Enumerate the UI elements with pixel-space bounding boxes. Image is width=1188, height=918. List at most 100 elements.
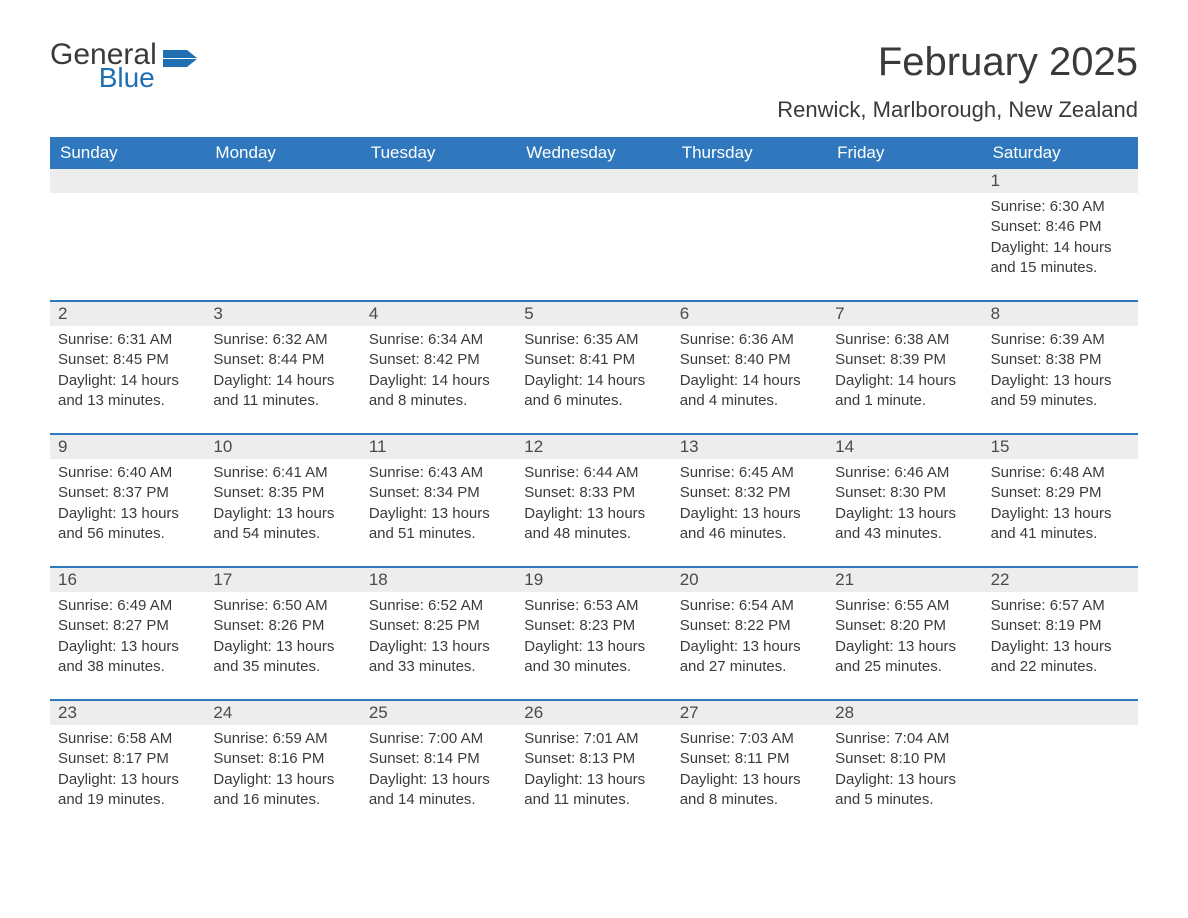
day-cell: Sunrise: 6:59 AMSunset: 8:16 PMDaylight:… — [205, 725, 360, 832]
week: 2345678Sunrise: 6:31 AMSunset: 8:45 PMDa… — [50, 300, 1138, 433]
day-number: 9 — [50, 435, 205, 459]
sunset-text: Sunset: 8:38 PM — [991, 350, 1130, 370]
day-number-row: 16171819202122 — [50, 568, 1138, 592]
daylight-text: Daylight: 13 hours and 30 minutes. — [524, 637, 663, 678]
sunset-text: Sunset: 8:23 PM — [524, 616, 663, 636]
sunset-text: Sunset: 8:30 PM — [835, 483, 974, 503]
day-cell: Sunrise: 6:39 AMSunset: 8:38 PMDaylight:… — [983, 326, 1138, 433]
day-cell: Sunrise: 7:03 AMSunset: 8:11 PMDaylight:… — [672, 725, 827, 832]
day-number: 15 — [983, 435, 1138, 459]
daylight-text: Daylight: 14 hours and 1 minute. — [835, 371, 974, 412]
sunset-text: Sunset: 8:42 PM — [369, 350, 508, 370]
sunrise-text: Sunrise: 6:54 AM — [680, 596, 819, 616]
sunrise-text: Sunrise: 6:55 AM — [835, 596, 974, 616]
day-number — [50, 169, 205, 193]
sunrise-text: Sunrise: 6:49 AM — [58, 596, 197, 616]
day-cell: Sunrise: 6:43 AMSunset: 8:34 PMDaylight:… — [361, 459, 516, 566]
day-cell: Sunrise: 6:55 AMSunset: 8:20 PMDaylight:… — [827, 592, 982, 699]
day-number — [516, 169, 671, 193]
sunrise-text: Sunrise: 6:40 AM — [58, 463, 197, 483]
day-cell: Sunrise: 6:54 AMSunset: 8:22 PMDaylight:… — [672, 592, 827, 699]
daylight-text: Daylight: 14 hours and 4 minutes. — [680, 371, 819, 412]
day-cell: Sunrise: 6:50 AMSunset: 8:26 PMDaylight:… — [205, 592, 360, 699]
week: 9101112131415Sunrise: 6:40 AMSunset: 8:3… — [50, 433, 1138, 566]
day-number: 4 — [361, 302, 516, 326]
daylight-text: Daylight: 13 hours and 27 minutes. — [680, 637, 819, 678]
daylight-text: Daylight: 13 hours and 56 minutes. — [58, 504, 197, 545]
day-number: 14 — [827, 435, 982, 459]
header-thursday: Thursday — [672, 137, 827, 169]
sunrise-text: Sunrise: 7:01 AM — [524, 729, 663, 749]
sunset-text: Sunset: 8:13 PM — [524, 749, 663, 769]
sunrise-text: Sunrise: 6:57 AM — [991, 596, 1130, 616]
day-cell: Sunrise: 6:57 AMSunset: 8:19 PMDaylight:… — [983, 592, 1138, 699]
daylight-text: Daylight: 13 hours and 11 minutes. — [524, 770, 663, 811]
day-cell: Sunrise: 6:45 AMSunset: 8:32 PMDaylight:… — [672, 459, 827, 566]
daylight-text: Daylight: 13 hours and 59 minutes. — [991, 371, 1130, 412]
sunrise-text: Sunrise: 6:38 AM — [835, 330, 974, 350]
day-cell: Sunrise: 6:34 AMSunset: 8:42 PMDaylight:… — [361, 326, 516, 433]
daylight-text: Daylight: 13 hours and 33 minutes. — [369, 637, 508, 678]
sunrise-text: Sunrise: 6:32 AM — [213, 330, 352, 350]
daylight-text: Daylight: 14 hours and 15 minutes. — [991, 238, 1130, 279]
header: General Blue February 2025 Renwick, Marl… — [50, 40, 1138, 123]
sunset-text: Sunset: 8:25 PM — [369, 616, 508, 636]
day-cell — [50, 193, 205, 300]
sunrise-text: Sunrise: 6:50 AM — [213, 596, 352, 616]
daylight-text: Daylight: 14 hours and 8 minutes. — [369, 371, 508, 412]
daylight-text: Daylight: 13 hours and 35 minutes. — [213, 637, 352, 678]
sunrise-text: Sunrise: 6:48 AM — [991, 463, 1130, 483]
sunset-text: Sunset: 8:20 PM — [835, 616, 974, 636]
day-cell: Sunrise: 6:31 AMSunset: 8:45 PMDaylight:… — [50, 326, 205, 433]
sunset-text: Sunset: 8:26 PM — [213, 616, 352, 636]
day-number: 11 — [361, 435, 516, 459]
day-cell: Sunrise: 6:44 AMSunset: 8:33 PMDaylight:… — [516, 459, 671, 566]
sunrise-text: Sunrise: 6:36 AM — [680, 330, 819, 350]
daylight-text: Daylight: 13 hours and 48 minutes. — [524, 504, 663, 545]
title-block: February 2025 Renwick, Marlborough, New … — [777, 40, 1138, 123]
daylight-text: Daylight: 13 hours and 22 minutes. — [991, 637, 1130, 678]
header-friday: Friday — [827, 137, 982, 169]
sunset-text: Sunset: 8:16 PM — [213, 749, 352, 769]
day-number: 26 — [516, 701, 671, 725]
sunset-text: Sunset: 8:39 PM — [835, 350, 974, 370]
sunset-text: Sunset: 8:46 PM — [991, 217, 1130, 237]
week: 232425262728Sunrise: 6:58 AMSunset: 8:17… — [50, 699, 1138, 832]
logo: General Blue — [50, 40, 197, 92]
day-cell — [827, 193, 982, 300]
day-number — [205, 169, 360, 193]
daylight-text: Daylight: 13 hours and 51 minutes. — [369, 504, 508, 545]
sunset-text: Sunset: 8:41 PM — [524, 350, 663, 370]
day-number — [361, 169, 516, 193]
sunrise-text: Sunrise: 7:00 AM — [369, 729, 508, 749]
day-cell: Sunrise: 6:32 AMSunset: 8:44 PMDaylight:… — [205, 326, 360, 433]
day-body-row: Sunrise: 6:49 AMSunset: 8:27 PM Daylight:… — [50, 592, 1138, 699]
sunrise-text: Sunrise: 6:46 AM — [835, 463, 974, 483]
day-body-row: Sunrise: 6:31 AMSunset: 8:45 PMDaylight:… — [50, 326, 1138, 433]
day-cell — [361, 193, 516, 300]
sunset-text: Sunset: 8:34 PM — [369, 483, 508, 503]
day-cell: Sunrise: 6:40 AMSunset: 8:37 PMDaylight:… — [50, 459, 205, 566]
day-cell — [672, 193, 827, 300]
daylight-text: Daylight: 13 hours and 19 minutes. — [58, 770, 197, 811]
header-wednesday: Wednesday — [516, 137, 671, 169]
sunrise-text: Sunrise: 6:53 AM — [524, 596, 663, 616]
sunset-text: Sunset: 8:27 PM — [58, 616, 197, 636]
day-number: 25 — [361, 701, 516, 725]
sunrise-text: Sunrise: 7:04 AM — [835, 729, 974, 749]
day-number — [672, 169, 827, 193]
sunrise-text: Sunrise: 6:39 AM — [991, 330, 1130, 350]
day-cell: Sunrise: 6:58 AMSunset: 8:17 PMDaylight:… — [50, 725, 205, 832]
flag-icon — [163, 46, 197, 68]
day-number: 1 — [983, 169, 1138, 193]
sunrise-text: Sunrise: 6:30 AM — [991, 197, 1130, 217]
sunset-text: Sunset: 8:37 PM — [58, 483, 197, 503]
daylight-text: Daylight: 13 hours and 5 minutes. — [835, 770, 974, 811]
daylight-text: Daylight: 13 hours and 43 minutes. — [835, 504, 974, 545]
sunrise-text: Sunrise: 6:34 AM — [369, 330, 508, 350]
day-body-row: Sunrise: 6:58 AMSunset: 8:17 PMDaylight:… — [50, 725, 1138, 832]
day-cell: Sunrise: 7:04 AMSunset: 8:10 PMDaylight:… — [827, 725, 982, 832]
day-cell — [983, 725, 1138, 832]
sunrise-text: Sunrise: 6:44 AM — [524, 463, 663, 483]
daylight-text: Daylight: 13 hours and 46 minutes. — [680, 504, 819, 545]
